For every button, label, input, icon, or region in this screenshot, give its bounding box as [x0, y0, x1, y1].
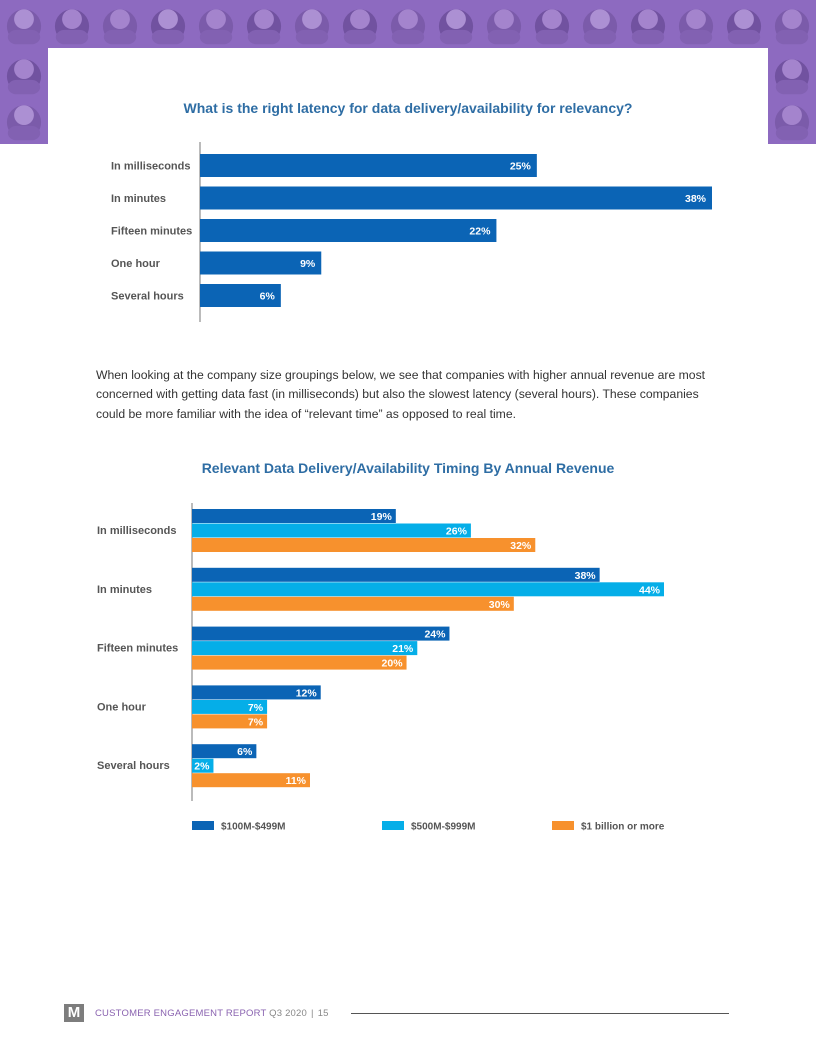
chart2-bar	[192, 596, 514, 611]
chart2-value-label: 26%	[446, 526, 468, 538]
legend-label: $500M-$999M	[411, 822, 475, 833]
chart2-value-label: 30%	[489, 599, 511, 611]
chart2-bar	[192, 758, 214, 773]
portrait-tile	[726, 9, 762, 45]
portrait-tile	[390, 9, 426, 45]
portrait-tile	[486, 9, 522, 45]
chart2-bar	[192, 523, 471, 538]
banner-content-card	[48, 48, 768, 144]
chart2-value-label: 11%	[286, 775, 307, 787]
page-number: 15	[317, 1008, 329, 1019]
footer-rule	[351, 1013, 729, 1014]
portrait-tile	[630, 9, 666, 45]
chart1-bar	[200, 154, 537, 177]
chart2-bar	[192, 567, 600, 582]
chart1-bar	[200, 284, 281, 307]
footer-report-name: CUSTOMER ENGAGEMENT REPORT	[95, 1008, 267, 1019]
chart2-bar	[192, 641, 418, 656]
chart2-category-label: One hour	[97, 701, 147, 713]
portrait-tile	[774, 59, 810, 95]
chart2-category-label: Several hours	[97, 760, 170, 772]
chart2-value-label: 19%	[371, 511, 393, 523]
legend-swatch	[382, 821, 404, 830]
chart2-bar	[192, 685, 321, 700]
legend-label: $1 billion or more	[581, 822, 665, 833]
brand-logo: M	[64, 1004, 84, 1022]
chart2-bar	[192, 509, 396, 523]
chart2-bar	[192, 699, 268, 714]
chart2-value-label: 32%	[510, 540, 532, 552]
footer-separator: |	[311, 1008, 314, 1019]
chart1-value-label: 9%	[300, 258, 316, 270]
latency-bar-chart: In milliseconds 25% In minutes 38% Fifteen m…	[111, 142, 712, 322]
chart2-value-label: 6%	[237, 746, 253, 758]
chart2-bar	[192, 744, 257, 759]
portrait-tile	[246, 9, 282, 45]
chart2-category-label: In minutes	[97, 584, 152, 596]
portrait-tile	[438, 9, 474, 45]
chart1-title: What is the right latency for data deliv…	[183, 100, 633, 116]
portrait-tile	[6, 59, 42, 95]
body-paragraph: When looking at the company size groupin…	[96, 368, 706, 421]
chart2-value-label: 20%	[382, 658, 404, 670]
chart1-value-label: 25%	[510, 161, 532, 173]
chart2-value-label: 7%	[248, 702, 264, 714]
chart1-bar	[200, 186, 712, 210]
chart2-value-label: 12%	[296, 687, 318, 699]
chart1-category-label: Several hours	[111, 291, 184, 303]
portrait-tile	[774, 9, 810, 45]
chart1-bar	[200, 251, 322, 275]
revenue-grouped-bar-chart: In milliseconds 19% 26% 32% In minutes 38% 44%…	[97, 503, 665, 833]
chart2-value-label: 38%	[575, 570, 597, 582]
portrait-tile	[582, 9, 618, 45]
portrait-tile	[6, 9, 42, 45]
portrait-tile	[6, 105, 42, 141]
portrait-tile	[198, 9, 234, 45]
portrait-tile	[774, 105, 810, 141]
portrait-photo-collage	[0, 0, 816, 144]
portrait-tile	[150, 9, 186, 45]
chart1-value-label: 6%	[260, 291, 276, 303]
chart2-category-label: Fifteen minutes	[97, 643, 178, 655]
chart2-value-label: 44%	[639, 584, 661, 596]
chart1-category-label: In minutes	[111, 193, 166, 205]
portrait-tile	[294, 9, 330, 45]
chart2-category-label: In milliseconds	[97, 525, 176, 537]
page-footer: M CUSTOMER ENGAGEMENT REPORT Q3 2020 | 15	[64, 1002, 734, 1024]
chart2-value-label: 24%	[424, 629, 446, 641]
chart2-bar	[192, 582, 664, 597]
chart1-category-label: In milliseconds	[111, 161, 190, 173]
chart1-value-label: 38%	[685, 193, 707, 205]
portrait-tile	[102, 9, 138, 45]
chart1-category-label: One hour	[111, 258, 161, 270]
chart2-bar	[192, 714, 268, 729]
legend-label: $100M-$499M	[221, 822, 285, 833]
chart2-value-label: 2%	[194, 761, 210, 773]
legend-swatch	[192, 821, 214, 830]
portrait-tile	[534, 9, 570, 45]
chart1-bar	[200, 219, 497, 242]
chart2-bar	[192, 626, 450, 641]
footer-quarter: Q3 2020	[269, 1008, 308, 1019]
legend-swatch	[552, 821, 574, 830]
footer-text: CUSTOMER ENGAGEMENT REPORT Q3 2020 | 15	[95, 1008, 329, 1019]
portrait-tile	[342, 9, 378, 45]
chart2-title: Relevant Data Delivery/Availability Timi…	[201, 460, 615, 476]
chart1-category-label: Fifteen minutes	[111, 226, 192, 238]
chart2-value-label: 7%	[248, 716, 264, 728]
chart2-bar	[192, 773, 310, 788]
chart2-value-label: 21%	[392, 643, 414, 655]
chart2-bar	[192, 655, 407, 670]
photo-banner	[0, 0, 816, 144]
chart1-value-label: 22%	[469, 226, 491, 238]
portrait-tile	[678, 9, 714, 45]
portrait-tile	[54, 9, 90, 45]
chart2-bar	[192, 538, 536, 552]
